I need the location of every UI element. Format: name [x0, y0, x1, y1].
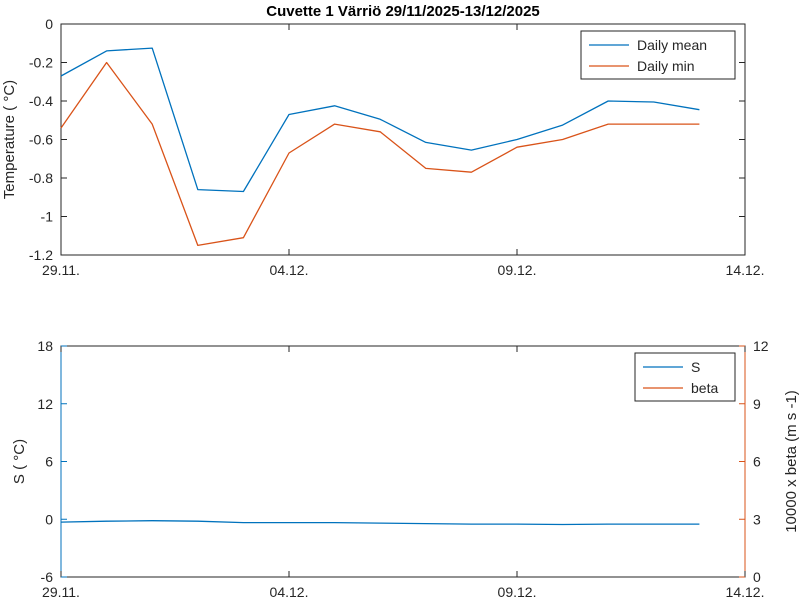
chart2-x-tick-label: 04.12.: [270, 584, 309, 600]
chart2-y-right-tick-label: 6: [753, 454, 761, 470]
chart1-title: Cuvette 1 Värriö 29/11/2025-13/12/2025: [266, 3, 540, 20]
chart1-y-tick-label: -0.6: [29, 132, 53, 148]
chart1-x-tick-label: 09.12.: [498, 262, 537, 278]
chart1-y-axis-label: Temperature ( °C): [1, 80, 18, 199]
chart2-y-right-tick-label: 0: [753, 569, 761, 585]
chart2-legend-label: beta: [691, 380, 718, 396]
chart1-x-tick-label: 14.12.: [726, 262, 765, 278]
chart2-legend-label: S: [691, 359, 700, 375]
chart2-legend: [634, 352, 736, 402]
chart1-y-tick-label: -1.2: [29, 247, 53, 263]
chart1-x-tick-label: 04.12.: [270, 262, 309, 278]
chart2-x-tick-label: 14.12.: [726, 584, 765, 600]
chart2-series-s-line: [60, 520, 700, 526]
chart2-y-right-axis-label: 10000 x beta (m s -1): [783, 390, 800, 533]
chart1-y-tick-label: -1: [41, 209, 54, 225]
chart1-legend-label: Daily min: [637, 58, 695, 74]
chart1-legend: [580, 30, 736, 80]
chart2-y-axis-label: S ( °C): [11, 439, 28, 484]
chart2-x-tick-label: 29.11.: [42, 584, 80, 600]
chart2-y-right-tick-label: 3: [753, 511, 761, 527]
chart2-x-tick-label: 09.12.: [498, 584, 537, 600]
chart2-y-tick-label: 0: [45, 511, 53, 527]
chart1-legend-label: Daily mean: [637, 37, 707, 53]
chart2-y-tick-label: 18: [37, 338, 53, 354]
chart1-y-tick-label: 0: [45, 16, 53, 32]
chart1-y-tick-label: -0.2: [29, 55, 53, 71]
chart1-y-tick-label: -0.8: [29, 170, 53, 186]
chart2-y-tick-label: 12: [37, 396, 53, 412]
chart1-y-tick-label: -0.4: [29, 93, 53, 109]
chart1-x-tick-label: 29.11.: [42, 262, 80, 278]
chart2-y-tick-label: 6: [45, 454, 53, 470]
chart2-y-right-tick-label: 12: [753, 338, 769, 354]
chart2-y-tick-label: -6: [41, 569, 54, 585]
chart1-series-daily-mean-line: [60, 47, 700, 193]
chart2-y-right-tick-label: 9: [753, 396, 761, 412]
chart1-series-daily-min-line: [60, 61, 700, 247]
